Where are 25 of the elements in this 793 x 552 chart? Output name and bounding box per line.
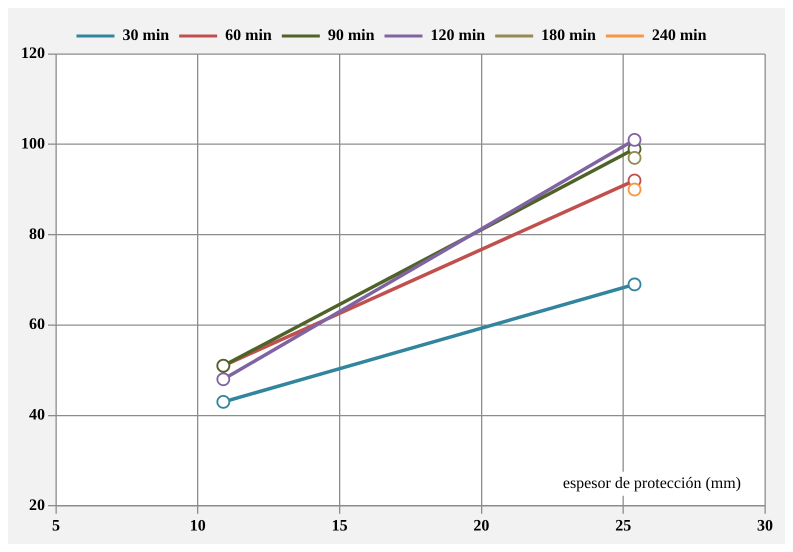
legend-label: 90 min [328, 27, 375, 44]
y-tick-label: 60 [29, 316, 45, 334]
y-tick-label: 20 [29, 496, 45, 514]
x-tick-label: 15 [332, 518, 348, 535]
legend-label: 60 min [225, 27, 272, 44]
legend-label: 120 min [430, 27, 486, 44]
legend-label: 240 min [652, 27, 707, 44]
x-tick-label: 30 [757, 518, 773, 535]
legend-label: 180 min [541, 27, 596, 44]
y-tick-label: 120 [21, 45, 45, 62]
point [628, 278, 642, 292]
point [628, 132, 642, 147]
y-tick-label: 80 [29, 226, 45, 243]
point [216, 394, 230, 409]
point [628, 182, 642, 196]
point [628, 151, 642, 165]
x-tick-label: 25 [615, 518, 632, 535]
y-tick-label: 100 [21, 136, 45, 152]
point [216, 372, 230, 386]
y-tick-label: 40 [29, 406, 45, 424]
x-tick-label: 10 [190, 518, 206, 535]
legend-label: 30 min [122, 27, 170, 44]
x-tick-label: 20 [473, 518, 490, 535]
x-axis-title: espesor de protección (mm) [562, 475, 741, 492]
x-tick-label: 5 [52, 518, 60, 535]
